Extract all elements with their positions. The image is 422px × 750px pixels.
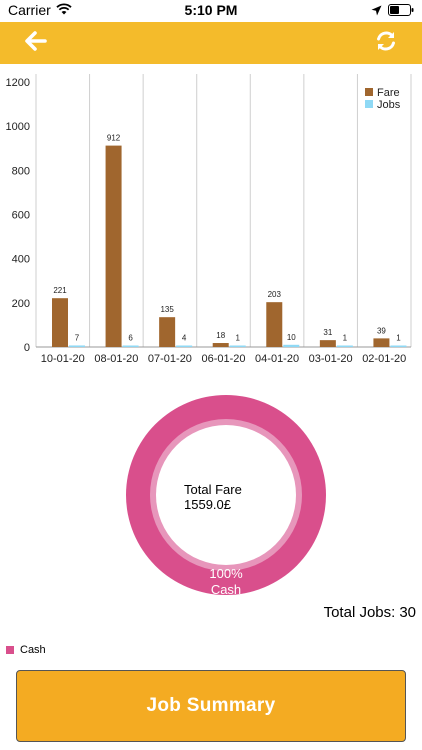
- bar-jobs: [229, 345, 246, 347]
- bar-jobs: [122, 345, 139, 347]
- back-button[interactable]: [22, 29, 50, 57]
- bar-fare: [105, 145, 122, 347]
- battery-icon: [388, 3, 414, 19]
- bar-fare: [159, 317, 176, 347]
- total-jobs-value: 30: [399, 604, 416, 621]
- job-summary-button[interactable]: Job Summary: [16, 670, 406, 742]
- x-tick-label: 02-01-20: [362, 353, 406, 365]
- data-label-jobs: 6: [128, 334, 133, 343]
- y-tick-label: 200: [12, 298, 30, 310]
- donut-title: Total Fare: [184, 482, 242, 497]
- x-tick-label: 08-01-20: [94, 353, 138, 365]
- carrier-label: Carrier: [8, 2, 51, 18]
- bar-fare: [319, 340, 336, 347]
- x-tick-label: 04-01-20: [255, 353, 299, 365]
- fare-donut-chart: [126, 395, 326, 595]
- donut-slice-percent: 100%: [209, 566, 243, 581]
- donut-legend: Cash: [6, 644, 46, 656]
- legend-swatch-fare: [365, 88, 373, 96]
- status-right: [371, 3, 414, 19]
- y-tick-label: 1000: [6, 121, 30, 133]
- bar-fare: [52, 298, 68, 347]
- total-jobs-label: Total Jobs:: [323, 604, 396, 621]
- bar-jobs: [283, 344, 300, 347]
- refresh-icon: [374, 29, 398, 58]
- data-label-jobs: 1: [396, 334, 401, 343]
- status-left: Carrier: [8, 2, 72, 18]
- legend-label-fare: Fare: [377, 87, 400, 99]
- donut-slice-name: Cash: [210, 582, 242, 597]
- bar-fare: [212, 343, 229, 347]
- total-jobs: Total Jobs: 30: [324, 604, 416, 621]
- legend-label-jobs: Jobs: [377, 99, 401, 111]
- bar-jobs: [390, 345, 407, 347]
- y-tick-label: 400: [12, 254, 30, 266]
- data-label-jobs: 4: [182, 334, 187, 343]
- bar-jobs: [336, 345, 353, 347]
- wifi-icon: [56, 2, 72, 18]
- donut-value: 1559.0£: [184, 497, 231, 512]
- data-label-fare: 39: [377, 326, 386, 335]
- bar-jobs: [69, 345, 85, 347]
- y-tick-label: 800: [12, 165, 30, 177]
- data-label-jobs: 1: [343, 334, 348, 343]
- x-tick-label: 10-01-20: [41, 353, 85, 365]
- data-label-jobs: 1: [235, 334, 240, 343]
- legend-swatch-jobs: [365, 100, 373, 108]
- location-arrow-icon: [371, 3, 382, 19]
- donut-slice-label: 100% Cash: [126, 566, 326, 598]
- y-tick-label: 1200: [6, 77, 30, 89]
- bar-fare: [373, 338, 390, 347]
- data-label-fare: 203: [268, 290, 282, 299]
- refresh-button[interactable]: [372, 29, 400, 57]
- data-label-fare: 912: [107, 134, 121, 143]
- bar-jobs: [176, 345, 193, 347]
- data-label-fare: 31: [323, 328, 332, 337]
- legend-swatch-cash: [6, 646, 14, 654]
- data-label-jobs: 10: [287, 333, 296, 342]
- bar-fare: [266, 302, 283, 347]
- x-tick-label: 06-01-20: [201, 353, 245, 365]
- donut-hole: [156, 425, 296, 565]
- x-tick-label: 03-01-20: [309, 353, 353, 365]
- x-tick-label: 07-01-20: [148, 353, 192, 365]
- y-tick-label: 600: [12, 210, 30, 222]
- status-bar: Carrier 5:10 PM: [0, 0, 422, 22]
- data-label-jobs: 7: [75, 333, 80, 342]
- fare-jobs-bar-chart: 0 200 400 600 800 1000 1200 10-01-20 221 7 08-01-2…: [6, 74, 412, 365]
- status-time: 5:10 PM: [184, 2, 238, 18]
- data-label-fare: 18: [216, 331, 225, 340]
- data-label-fare: 221: [53, 286, 67, 295]
- nav-bar: [0, 22, 422, 64]
- y-tick-label: 0: [24, 342, 30, 354]
- arrow-left-icon: [25, 30, 47, 56]
- legend-label-cash: Cash: [20, 644, 46, 656]
- data-label-fare: 135: [160, 305, 174, 314]
